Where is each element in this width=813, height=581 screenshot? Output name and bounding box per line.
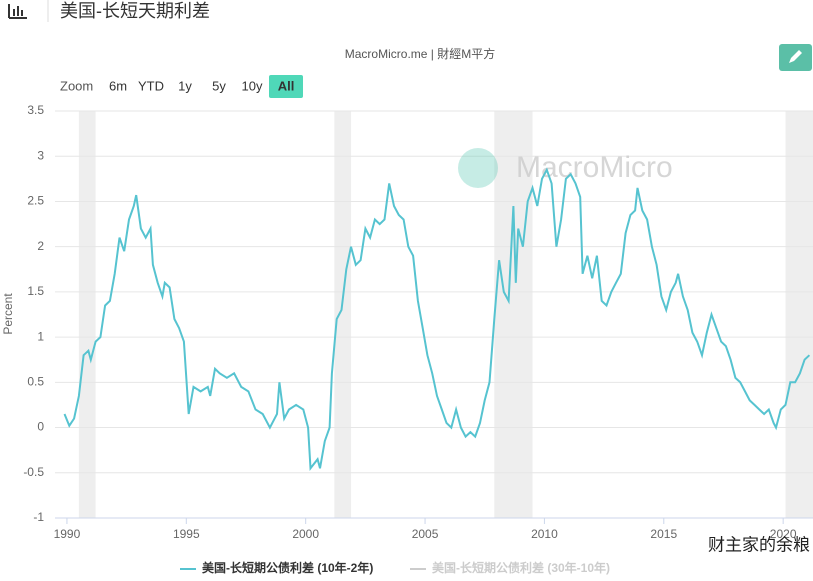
recession-band bbox=[78, 111, 96, 518]
x-tick-label: 2000 bbox=[292, 527, 319, 541]
y-tick-label: 2 bbox=[37, 239, 44, 253]
range-button[interactable]: 10y bbox=[242, 78, 263, 93]
range-button[interactable]: 6m bbox=[109, 78, 127, 93]
range-button[interactable]: 5y bbox=[212, 78, 226, 93]
edit-icon bbox=[789, 50, 802, 63]
range-button-bg[interactable] bbox=[269, 75, 303, 98]
range-button[interactable]: YTD bbox=[138, 78, 164, 93]
y-tick-label: 0 bbox=[37, 420, 44, 434]
series-line bbox=[63, 167, 811, 472]
watermark: MacroMicro bbox=[516, 151, 673, 184]
chart-icon bbox=[8, 4, 27, 19]
y-tick-label: -1 bbox=[33, 510, 44, 524]
y-tick-label: 2.5 bbox=[27, 194, 44, 208]
y-tick-label: 1.5 bbox=[27, 284, 44, 298]
recession-band bbox=[494, 111, 533, 518]
y-tick-label: 3 bbox=[37, 148, 44, 162]
zoom-label: Zoom bbox=[60, 78, 93, 93]
x-tick-label: 2015 bbox=[650, 527, 677, 541]
legend-label[interactable]: 美国-长短期公债利差 (30年-10年) bbox=[432, 560, 610, 575]
y-tick-label: 3.5 bbox=[27, 103, 44, 117]
legend-label[interactable]: 美国-长短期公债利差 (10年-2年) bbox=[202, 560, 373, 575]
page-title: 美国-长短天期利差 bbox=[60, 1, 210, 21]
x-tick-label: 2010 bbox=[531, 527, 558, 541]
chart-subtitle: MacroMicro.me | 財經M平方 bbox=[345, 46, 495, 61]
y-axis-label: Percent bbox=[1, 293, 15, 335]
y-tick-label: -0.5 bbox=[23, 465, 44, 479]
recession-band bbox=[785, 111, 813, 518]
y-tick-label: 1 bbox=[37, 329, 44, 343]
watermark-logo bbox=[458, 148, 498, 188]
y-tick-label: 0.5 bbox=[27, 375, 44, 389]
x-tick-label: 2005 bbox=[412, 527, 439, 541]
x-tick-label: 1995 bbox=[173, 527, 200, 541]
range-button[interactable]: All bbox=[278, 78, 295, 93]
recession-band bbox=[334, 111, 352, 518]
x-tick-label: 2020 bbox=[770, 527, 797, 541]
corner-watermark: 财主家的余粮 bbox=[708, 535, 810, 554]
x-tick-label: 1990 bbox=[54, 527, 81, 541]
range-button[interactable]: 1y bbox=[178, 78, 192, 93]
